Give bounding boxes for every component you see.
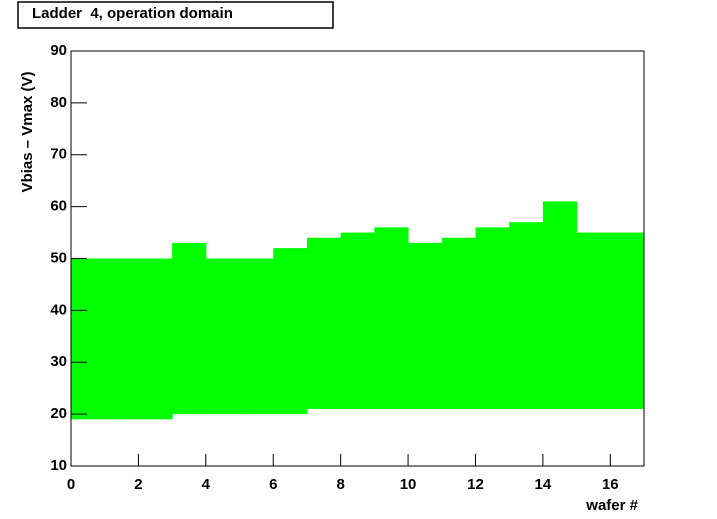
range-bar	[374, 227, 409, 409]
x-tick-label: 6	[269, 476, 277, 493]
y-tick-label: 20	[50, 405, 67, 422]
range-bar	[239, 258, 274, 415]
y-tick-label: 70	[50, 146, 67, 163]
x-tick-label: 0	[67, 476, 75, 493]
range-bar	[71, 258, 106, 420]
range-bar	[542, 201, 578, 409]
range-bar	[408, 242, 443, 409]
title-box	[17, 1, 334, 29]
range-bar	[104, 258, 139, 420]
y-tick-label: 40	[50, 301, 67, 318]
range-bar	[205, 258, 241, 415]
x-tick-label: 4	[202, 476, 211, 493]
x-tick-label: 10	[400, 476, 417, 493]
y-tick-label: 50	[50, 249, 67, 266]
y-tick-label: 30	[50, 353, 67, 370]
range-bar	[475, 227, 510, 409]
x-tick-label: 14	[535, 476, 552, 493]
range-bar	[172, 242, 207, 415]
x-axis-label: wafer #	[585, 497, 638, 514]
x-tick-label: 12	[467, 476, 484, 493]
range-bar	[576, 232, 611, 409]
range-bar	[441, 237, 476, 409]
chart-title: Ladder 4, operation domain	[32, 5, 233, 22]
y-tick-label: 80	[50, 94, 67, 111]
x-tick-label: 8	[336, 476, 344, 493]
y-tick-label: 10	[50, 457, 67, 474]
range-bar	[273, 248, 308, 415]
y-tick-label: 60	[50, 198, 67, 215]
y-tick-label: 90	[50, 42, 67, 59]
range-bar	[306, 237, 342, 409]
y-axis-label: Vbias – Vmax (V)	[19, 72, 36, 193]
range-bar	[509, 222, 544, 409]
range-bar	[610, 232, 645, 409]
x-tick-label: 16	[602, 476, 619, 493]
x-tick-label: 2	[134, 476, 142, 493]
range-bar	[340, 232, 375, 409]
range-bar	[138, 258, 173, 420]
